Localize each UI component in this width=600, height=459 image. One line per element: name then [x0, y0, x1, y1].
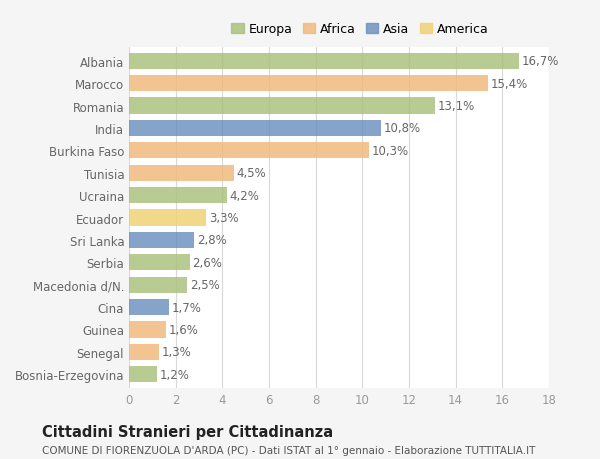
Text: 1,7%: 1,7%: [172, 301, 202, 314]
Text: 4,5%: 4,5%: [237, 167, 266, 180]
Text: 1,6%: 1,6%: [169, 323, 199, 336]
Bar: [129, 255, 190, 271]
Text: COMUNE DI FIORENZUOLA D'ARDA (PC) - Dati ISTAT al 1° gennaio - Elaborazione TUTT: COMUNE DI FIORENZUOLA D'ARDA (PC) - Dati…: [42, 445, 535, 455]
Text: 2,5%: 2,5%: [190, 279, 220, 291]
Bar: [129, 366, 157, 382]
Bar: [129, 299, 169, 315]
Text: 4,2%: 4,2%: [230, 189, 260, 202]
Text: 15,4%: 15,4%: [491, 78, 529, 90]
Bar: [129, 76, 488, 92]
Bar: [129, 277, 187, 293]
Legend: Europa, Africa, Asia, America: Europa, Africa, Asia, America: [229, 21, 491, 39]
Text: 16,7%: 16,7%: [521, 55, 559, 68]
Text: Cittadini Stranieri per Cittadinanza: Cittadini Stranieri per Cittadinanza: [42, 425, 333, 440]
Bar: [129, 54, 518, 70]
Text: 2,8%: 2,8%: [197, 234, 227, 247]
Bar: [129, 143, 370, 159]
Text: 13,1%: 13,1%: [437, 100, 475, 113]
Bar: [129, 98, 434, 114]
Bar: [129, 121, 381, 137]
Text: 10,3%: 10,3%: [372, 145, 409, 157]
Text: 10,8%: 10,8%: [384, 122, 421, 135]
Bar: [129, 232, 194, 248]
Text: 2,6%: 2,6%: [193, 256, 223, 269]
Bar: [129, 344, 160, 360]
Bar: [129, 210, 206, 226]
Text: 1,2%: 1,2%: [160, 368, 190, 381]
Bar: [129, 188, 227, 204]
Text: 1,3%: 1,3%: [162, 346, 192, 358]
Bar: [129, 322, 166, 338]
Bar: [129, 165, 234, 181]
Text: 3,3%: 3,3%: [209, 212, 238, 224]
